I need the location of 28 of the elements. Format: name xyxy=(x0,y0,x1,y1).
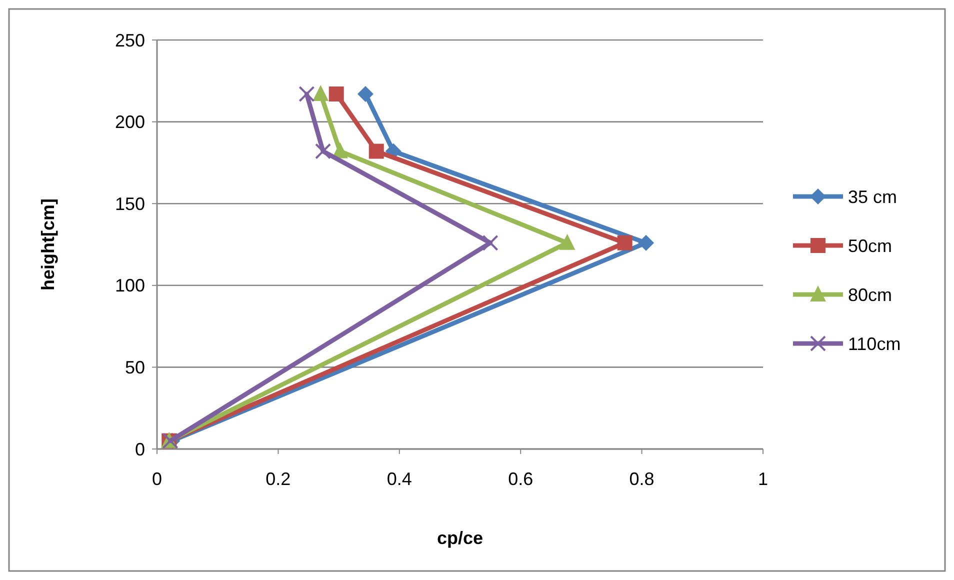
point xyxy=(638,234,654,251)
legend-label: 80cm xyxy=(848,284,892,305)
point xyxy=(315,143,332,160)
x-tick-label: 1 xyxy=(758,469,768,489)
y-axis-title: height[cm] xyxy=(38,198,58,290)
point xyxy=(312,84,329,101)
point xyxy=(298,86,315,102)
point xyxy=(617,235,632,250)
y-tick-label: 250 xyxy=(114,30,145,50)
x-tick-label: 0.2 xyxy=(266,469,291,489)
point xyxy=(368,144,384,159)
point xyxy=(559,234,576,250)
x-axis-title: cp/ce xyxy=(436,528,484,548)
legend-label: 110cm xyxy=(848,334,901,354)
x-tick-label: 0.8 xyxy=(629,469,654,489)
x-tick-label: 0 xyxy=(152,469,162,489)
legend-label: 35 cm xyxy=(848,186,898,207)
legend-label: 50cm xyxy=(848,236,892,256)
x-tick-label: 0.4 xyxy=(386,469,412,489)
y-tick-label: 0 xyxy=(134,439,145,460)
y-tick-label: 100 xyxy=(114,276,145,296)
point xyxy=(328,86,344,102)
point xyxy=(482,234,498,251)
point xyxy=(357,86,374,102)
x-tick-label: 0.6 xyxy=(508,469,534,489)
y-tick-label: 50 xyxy=(124,358,145,378)
y-tick-label: 200 xyxy=(114,112,145,132)
y-tick-label: 150 xyxy=(114,194,145,214)
